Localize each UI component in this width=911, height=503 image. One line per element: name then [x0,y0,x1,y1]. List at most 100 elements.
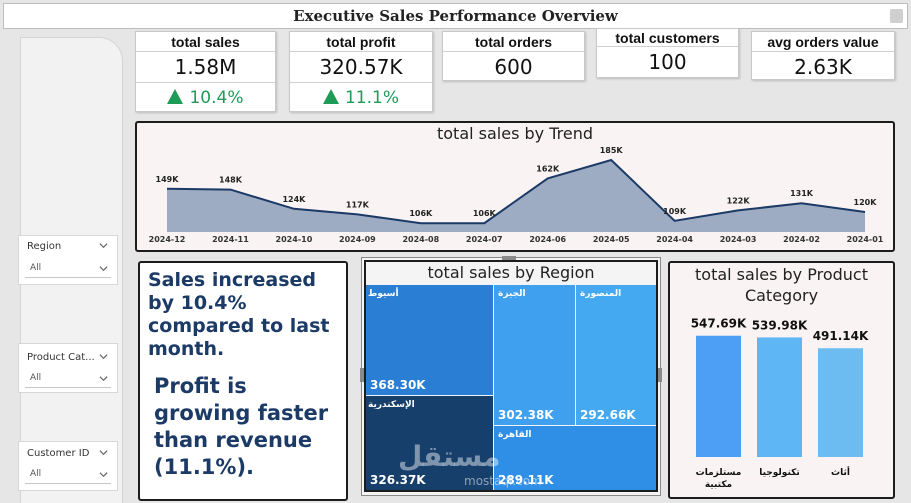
category-bar[interactable] [696,335,741,457]
region-treemap-card[interactable]: total sales by Region أسيوط 368.30K الإسكن… [360,256,662,496]
watermark-url: mostaql.com [464,474,542,488]
kpi-label: avg orders value [752,32,894,52]
category-bar-chart: 547.69K مستلزمات مكتبية 539.98K تكنولوجيا 491… [691,317,869,490]
resize-handle[interactable] [658,368,662,382]
trend-x-tick-label: 2024-06 [529,235,566,244]
trend-chart: 149K 2024-12 148K 2024-11 124K 2024-10 117K 202… [149,146,884,244]
chevron-down-icon[interactable] [99,241,108,250]
treemap-tile-value: 326.37K [370,473,426,487]
trend-chart-title: total sales by Trend [436,124,594,143]
trend-area [167,160,865,232]
treemap-tile[interactable]: القاهرة 289.11K [494,426,656,490]
category-bar[interactable] [757,337,802,457]
resize-handle[interactable] [360,368,364,382]
category-axis-label: أثاث [831,466,850,478]
treemap-tile-value: 368.30K [370,378,426,392]
slicer-dropdown[interactable]: All [25,260,111,278]
treemap-tile-label: الإسكندرية [368,400,415,410]
trend-data-label: 162K [536,164,560,173]
slicer-product-category[interactable]: Product Cat... All [18,343,118,393]
trend-data-label: 185K [600,146,624,155]
trend-x-tick-label: 2024-04 [656,235,693,244]
chevron-down-icon[interactable] [99,448,108,457]
kpi-avg-order-value: avg orders value 2.63K [751,31,895,80]
treemap-tile[interactable]: أسيوط 368.30K [366,285,493,395]
trend-x-tick-label: 2024-11 [212,235,249,244]
category-axis-label: مستلزمات [696,468,742,478]
trend-x-tick-label: 2024-07 [466,235,503,244]
category-bar[interactable] [818,348,863,457]
arrow-up-icon [167,89,184,104]
treemap-tile[interactable]: المنصورة 292.66K [576,285,656,425]
trend-x-tick-label: 2024-10 [276,235,313,244]
page-title: Executive Sales Performance Overview [293,7,618,25]
trend-x-tick-label: 2024-03 [720,235,757,244]
kpi-total-customers: total customers 100 [596,28,739,78]
slicer-dropdown[interactable]: All [25,370,111,388]
trend-x-tick-label: 2024-02 [783,235,820,244]
kpi-label: total orders [443,32,584,52]
kpi-value: 600 [494,55,533,79]
kpi-label: total customers [597,29,738,47]
insight-profit-text: Profit is growing faster than revenue (1… [154,374,329,479]
kpi-value: 100 [648,50,687,74]
kpi-delta-value: 11.1% [344,88,399,108]
trend-data-label: 117K [346,200,370,209]
slicer-value: All [30,469,42,479]
category-data-label: 539.98K [752,318,808,332]
treemap-tile[interactable]: الجيزة 302.38K [494,285,575,425]
trend-chart-card[interactable]: total sales by Trend 149K 2024-12 148K 2024… [135,121,895,252]
trend-x-tick-label: 2024-01 [847,235,884,244]
treemap-tile-label: القاهرة [498,430,532,440]
trend-data-label: 106K [473,209,497,218]
watermark-logo: مستقل [398,440,501,473]
kpi-value: 2.63K [794,55,852,79]
kpi-value: 320.57K [319,55,403,79]
treemap-tile[interactable]: الإسكندرية 326.37K [366,396,493,490]
region-chart-title: total sales by Region [427,263,595,282]
chevron-down-icon[interactable] [99,470,108,479]
trend-data-label: 122K [727,196,751,205]
slicer-title: Product Cat... [27,352,95,363]
trend-data-label: 148K [219,176,243,185]
kpi-delta-value: 10.4% [189,88,244,108]
trend-data-label: 106K [409,209,433,218]
category-axis-label: تكنولوجيا [759,468,800,478]
slicer-customer-id[interactable]: Customer ID All [18,441,118,491]
chevron-down-icon[interactable] [99,374,108,383]
treemap-tile-value: 289.11K [498,473,554,487]
trend-x-tick-label: 2024-05 [593,235,630,244]
region-treemap-frame: total sales by Region أسيوط 368.30K الإسكن… [364,260,658,492]
treemap-tile-value: 292.66K [580,408,636,422]
trend-data-label: 109K [663,207,687,216]
slicer-value: All [30,373,42,383]
trend-x-tick-label: 2024-12 [149,235,186,244]
treemap-tile-label: أسيوط [368,289,399,299]
slicer-title: Region [27,241,62,252]
slicer-title: Customer ID [27,448,90,459]
kpi-total-orders: total orders 600 [442,31,585,81]
kpi-label: total profit [290,32,432,52]
chevron-down-icon[interactable] [99,352,108,361]
region-treemap: أسيوط 368.30K الإسكندرية 326.37K الجيزة 302.3… [366,285,656,490]
category-chart-title: total sales by Product Category [695,265,868,305]
category-data-label: 547.69K [691,317,747,331]
trend-data-label: 124K [282,195,306,204]
chevron-down-icon[interactable] [99,264,108,273]
category-chart-card[interactable]: total sales by Product Category 547.69K م… [668,261,895,499]
kpi-value: 1.58M [174,55,237,79]
trend-x-tick-label: 2024-08 [402,235,439,244]
kpi-delta: 11.1% [290,82,432,112]
scrollbar-thumb[interactable] [890,9,903,23]
treemap-tile-value: 302.38K [498,408,554,422]
kpi-total-sales: total sales 1.58M 10.4% [135,31,276,112]
treemap-tile-label: المنصورة [580,289,622,299]
slicer-dropdown[interactable]: All [25,466,111,484]
trend-data-label: 131K [790,189,814,198]
category-axis-label: مكتبية [705,480,732,490]
slicer-region[interactable]: Region All [18,235,118,285]
kpi-total-profit: total profit 320.57K 11.1% [289,31,433,112]
resize-handle[interactable] [502,256,516,260]
kpi-delta: 10.4% [136,82,275,112]
trend-data-label: 120K [854,198,878,207]
